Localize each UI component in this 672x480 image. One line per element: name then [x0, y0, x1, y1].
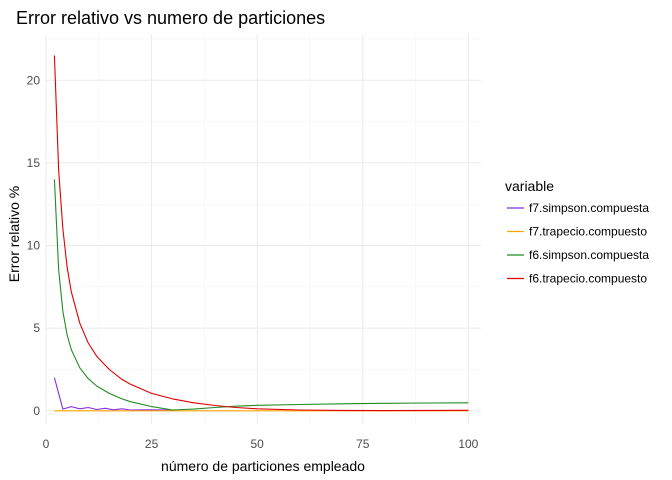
- legend-label: f6.simpson.compuesta: [529, 248, 649, 262]
- x-tick-label: 75: [356, 437, 370, 451]
- grid: [45, 34, 481, 424]
- legend-items: f7.simpson.compuesta f7.trapecio.compuest…: [507, 201, 649, 286]
- legend-label: f6.trapecio.compuesto: [529, 272, 647, 286]
- y-tick-label: 0: [33, 404, 40, 418]
- x-tick-label: 100: [458, 437, 478, 451]
- chart-title: Error relativo vs numero de particiones: [16, 8, 325, 28]
- y-tick-label: 10: [27, 239, 41, 253]
- legend-label: f7.simpson.compuesta: [529, 201, 649, 215]
- series-line-f6-simpson-compuesta: [53, 179, 469, 411]
- x-tick-label: 0: [43, 437, 50, 451]
- legend-title: variable: [505, 178, 554, 194]
- series-line-f6-trapecio-compuesto: [53, 55, 469, 412]
- y-tick-label: 20: [27, 73, 41, 87]
- legend: variable f7.simpson.compuesta f7.trapecio…: [505, 178, 649, 286]
- series-layer: [53, 55, 469, 412]
- x-tick-label: 25: [145, 437, 159, 451]
- y-tick-label: 15: [27, 156, 41, 170]
- x-tick-label: 50: [250, 437, 264, 451]
- legend-label: f7.trapecio.compuesto: [529, 225, 647, 239]
- series-line-f7-simpson-compuesta: [53, 377, 173, 411]
- x-ticks: 0 25 50 75 100: [43, 437, 479, 451]
- x-axis-title: número de particiones empleado: [161, 458, 365, 474]
- y-ticks: 0 5 10 15 20: [27, 73, 41, 418]
- y-axis-title: Error relativo %: [6, 186, 22, 282]
- y-tick-label: 5: [33, 321, 40, 335]
